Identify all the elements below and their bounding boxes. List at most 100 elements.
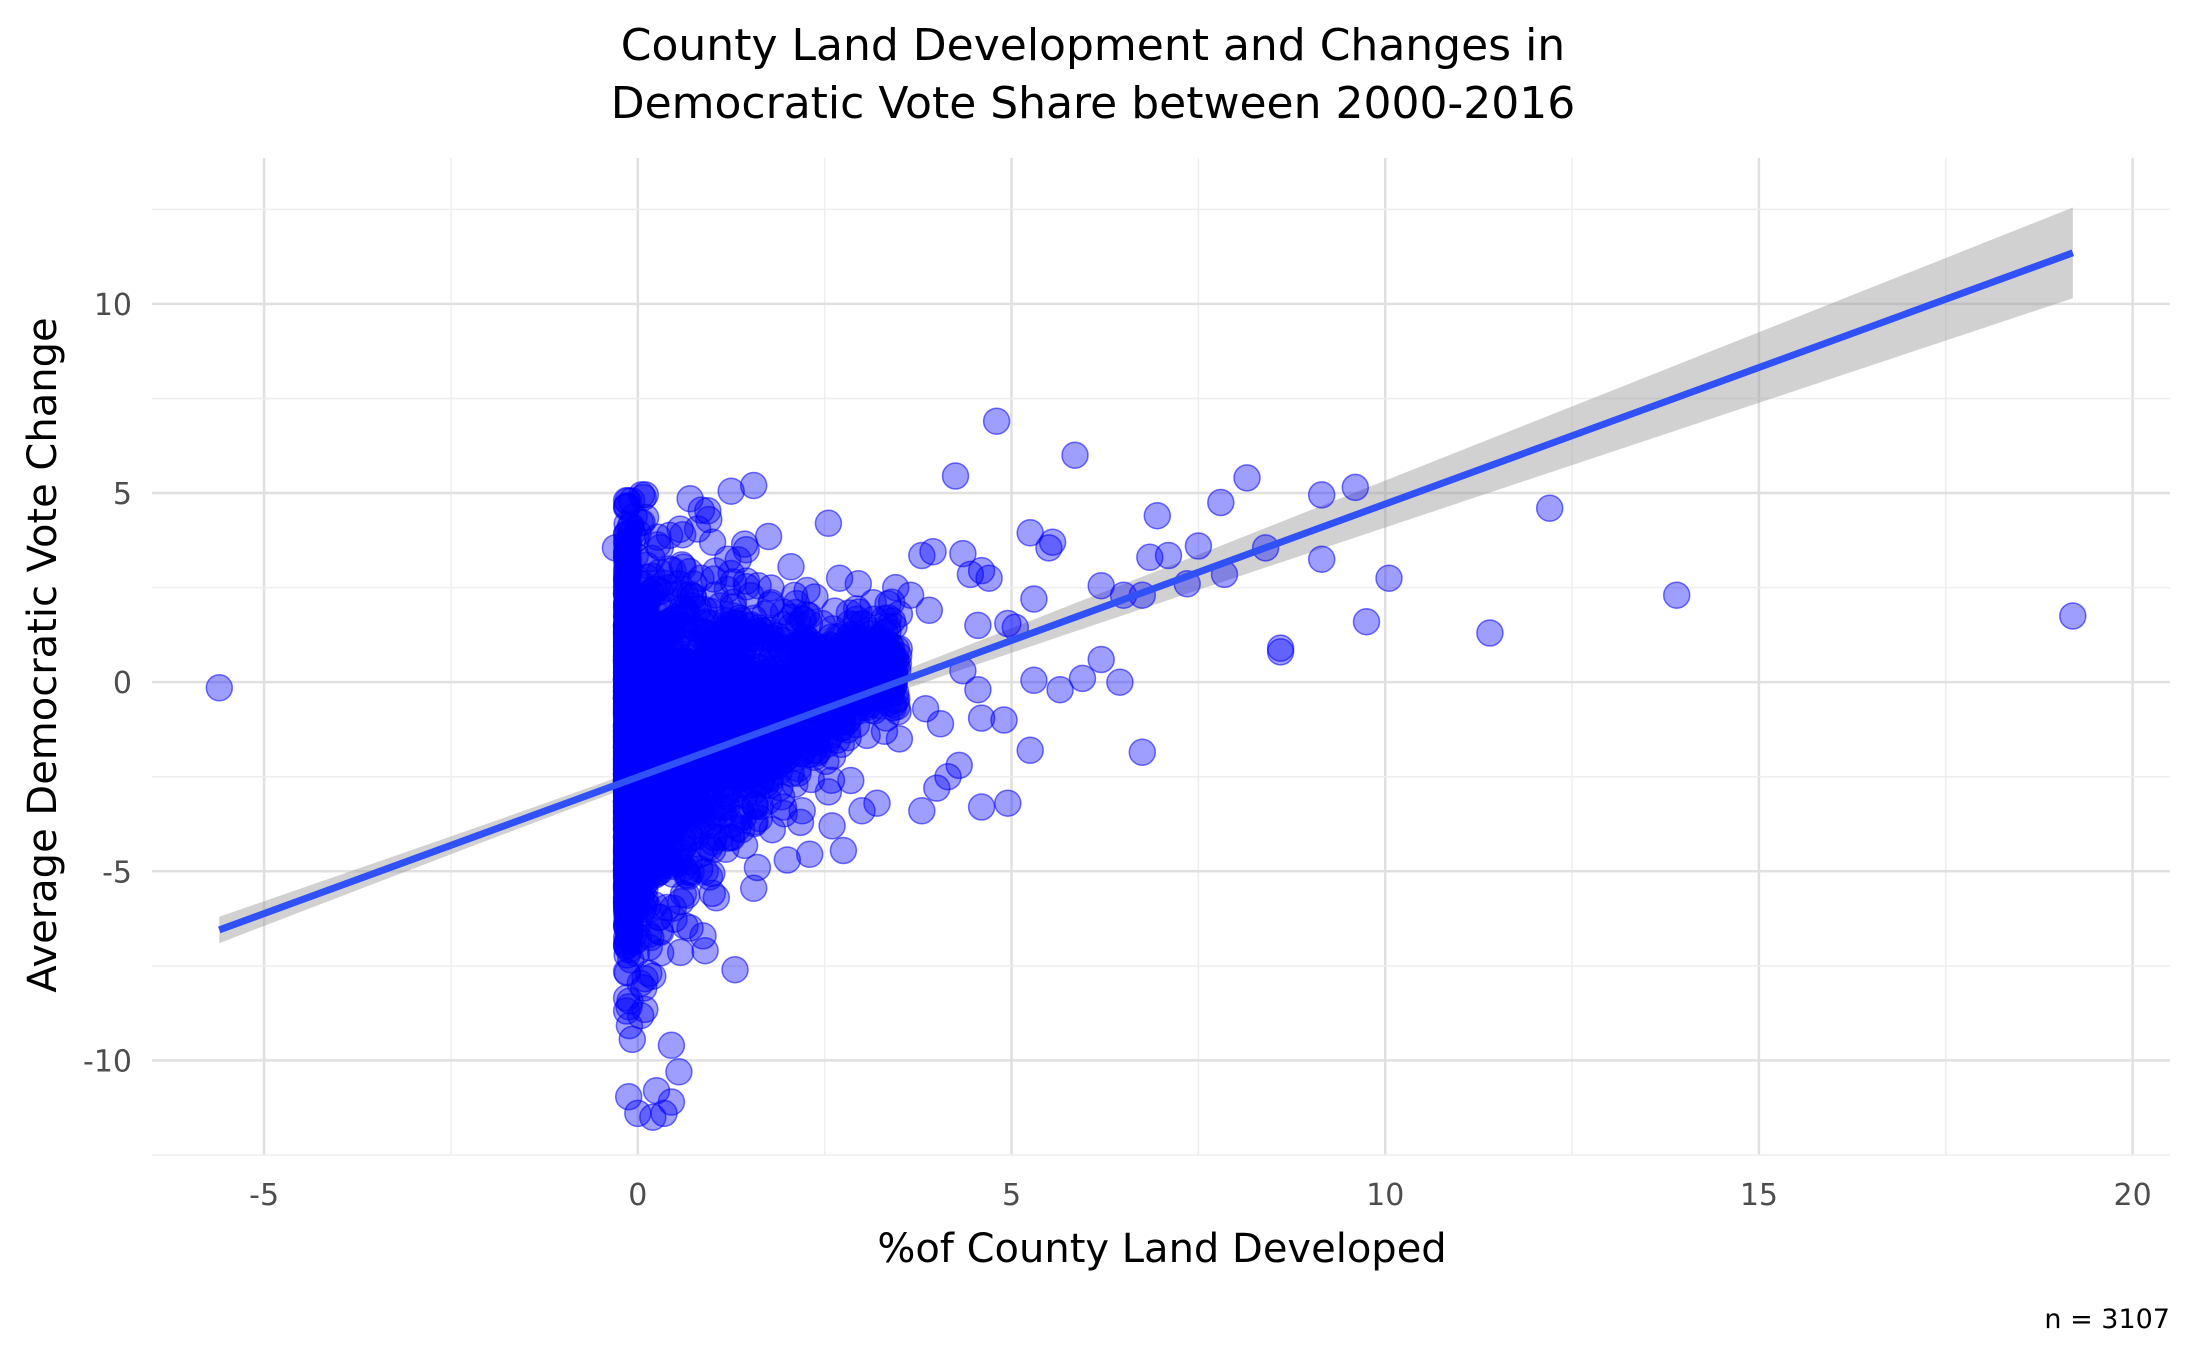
data-point: [691, 936, 719, 965]
tick-labels: -5 0 5 10 15 20 -10 -5 0 5 10: [83, 288, 2152, 1213]
data-point: [923, 774, 951, 802]
data-point: [630, 605, 658, 633]
data-point: [781, 770, 809, 799]
confidence-band: [219, 207, 2073, 944]
data-point: [721, 955, 749, 984]
data-point: [2059, 602, 2087, 630]
confidence-band-area: [219, 207, 2073, 944]
data-point: [614, 922, 643, 951]
x-tick-label: 15: [1740, 1178, 1778, 1213]
data-point: [773, 846, 802, 874]
data-point: [717, 477, 745, 505]
data-point: [643, 575, 671, 603]
data-point: [614, 1082, 643, 1111]
data-point: [768, 634, 796, 663]
data-point: [964, 611, 992, 640]
data-point: [676, 914, 704, 942]
data-point: [879, 690, 908, 719]
data-point: [639, 1103, 667, 1131]
data-point: [837, 766, 865, 795]
sample-size-caption: n = 3107: [2044, 1304, 2170, 1335]
x-tick-label: -5: [249, 1178, 279, 1213]
data-point: [620, 887, 649, 915]
data-point: [1662, 581, 1691, 609]
data-point: [732, 536, 760, 564]
data-point: [994, 789, 1022, 817]
data-point: [612, 565, 641, 594]
data-point: [885, 725, 914, 753]
data-point: [941, 462, 970, 490]
data-point: [1087, 571, 1115, 600]
x-tick-label: 0: [628, 1178, 647, 1213]
data-point: [855, 626, 884, 655]
data-point: [756, 591, 785, 619]
data-point: [758, 815, 787, 844]
data-point: [612, 848, 641, 877]
data-point: [632, 654, 660, 683]
data-point: [1476, 619, 1504, 647]
data-point: [844, 570, 873, 598]
data-point: [814, 509, 843, 538]
data-point: [806, 726, 835, 755]
chart-title-line-2: Democratic Vote Share between 2000-2016: [611, 78, 1576, 129]
data-point: [1307, 481, 1336, 509]
data-point: [770, 746, 799, 774]
data-point: [205, 674, 234, 702]
data-point: [631, 995, 659, 1024]
data-point: [666, 938, 695, 967]
data-point: [1020, 585, 1048, 613]
y-tick-label: 0: [113, 666, 132, 701]
data-point: [1068, 664, 1097, 693]
data-point: [1375, 564, 1403, 592]
data-point: [1341, 473, 1370, 502]
data-point: [788, 797, 816, 825]
data-point: [1038, 528, 1067, 556]
data-point: [642, 1076, 671, 1105]
x-tick-label: 10: [1366, 1178, 1404, 1213]
data-point: [754, 522, 783, 551]
data-point: [702, 884, 731, 912]
y-axis-title: Average Democratic Vote Change: [20, 317, 66, 992]
data-point: [739, 471, 768, 500]
data-point: [882, 649, 910, 678]
data-point: [967, 793, 996, 821]
data-point: [818, 812, 846, 840]
data-point: [627, 481, 656, 509]
data-point: [1016, 736, 1044, 765]
data-point: [908, 541, 936, 570]
regression-line: [218, 249, 2075, 934]
data-point: [690, 595, 718, 624]
data-point: [1020, 666, 1048, 695]
data-point: [799, 630, 828, 659]
data-point: [1136, 543, 1164, 572]
x-tick-label: 20: [2114, 1178, 2152, 1213]
data-point: [829, 836, 858, 865]
data-point: [982, 407, 1011, 435]
data-point: [908, 797, 936, 825]
x-axis-title: %of County Land Developed: [877, 1226, 1446, 1272]
data-point: [1352, 607, 1381, 636]
data-point: [777, 688, 805, 717]
data-point: [669, 880, 698, 908]
data-point: [643, 531, 672, 559]
data-point: [626, 969, 655, 998]
data-point: [926, 710, 955, 738]
data-point: [967, 704, 996, 732]
data-point: [793, 576, 821, 605]
data-point: [1061, 441, 1089, 469]
data-point: [842, 657, 871, 685]
data-point: [710, 686, 739, 715]
data-point: [848, 797, 876, 825]
data-point: [708, 662, 737, 691]
data-point: [713, 575, 742, 604]
data-point: [665, 1058, 693, 1086]
data-point: [949, 539, 977, 568]
data-point: [1266, 638, 1295, 666]
data-point: [720, 761, 749, 790]
data-point: [885, 600, 914, 628]
data-point: [1535, 494, 1564, 522]
data-point: [643, 833, 671, 862]
data-point: [678, 725, 707, 754]
data-point: [727, 815, 756, 844]
